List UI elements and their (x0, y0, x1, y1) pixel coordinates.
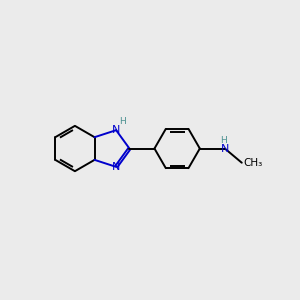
Text: N: N (221, 143, 229, 154)
Text: N: N (112, 162, 120, 172)
Text: N: N (112, 125, 120, 135)
Text: H: H (220, 136, 227, 145)
Text: H: H (119, 117, 126, 126)
Text: CH₃: CH₃ (243, 158, 262, 168)
